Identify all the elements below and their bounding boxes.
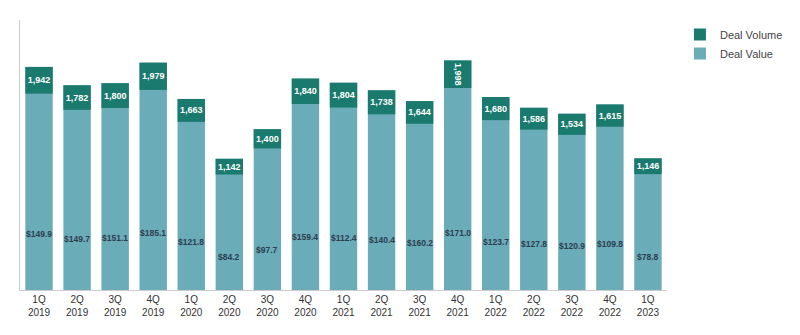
svg-text:1,979: 1,979 — [142, 71, 165, 81]
svg-text:$149.7: $149.7 — [64, 234, 90, 244]
svg-text:$78.8: $78.8 — [637, 252, 659, 262]
svg-text:1,615: 1,615 — [599, 111, 622, 121]
svg-text:2Q2021: 2Q2021 — [370, 294, 393, 318]
svg-text:$84.2: $84.2 — [218, 252, 240, 262]
svg-text:1,400: 1,400 — [256, 134, 279, 144]
svg-text:1,534: 1,534 — [561, 119, 584, 129]
svg-text:3Q2020: 3Q2020 — [256, 294, 279, 318]
svg-text:1,680: 1,680 — [484, 104, 507, 114]
svg-text:$159.4: $159.4 — [292, 232, 318, 242]
svg-text:$120.9: $120.9 — [559, 241, 585, 251]
svg-text:2Q2020: 2Q2020 — [218, 294, 241, 318]
svg-text:1,942: 1,942 — [28, 75, 51, 85]
svg-text:1Q2022: 1Q2022 — [485, 294, 508, 318]
svg-text:1,142: 1,142 — [218, 162, 241, 172]
svg-text:1,586: 1,586 — [523, 114, 546, 124]
svg-text:$140.4: $140.4 — [369, 235, 395, 245]
svg-text:$127.8: $127.8 — [521, 239, 547, 249]
svg-text:1Q2019: 1Q2019 — [28, 294, 51, 318]
svg-text:1,804: 1,804 — [332, 90, 355, 100]
svg-text:1,663: 1,663 — [180, 105, 203, 115]
svg-text:Deal Value: Deal Value — [720, 48, 773, 60]
svg-text:4Q2022: 4Q2022 — [599, 294, 622, 318]
svg-text:Deal Volume: Deal Volume — [720, 29, 782, 41]
svg-text:3Q2021: 3Q2021 — [408, 294, 431, 318]
svg-text:$149.9: $149.9 — [26, 229, 52, 239]
svg-text:$112.4: $112.4 — [331, 233, 357, 243]
svg-text:2Q2022: 2Q2022 — [523, 294, 546, 318]
svg-text:$151.1: $151.1 — [102, 233, 128, 243]
svg-text:$185.1: $185.1 — [140, 228, 166, 238]
svg-text:$109.8: $109.8 — [597, 239, 623, 249]
svg-text:3Q2019: 3Q2019 — [104, 294, 127, 318]
svg-text:1Q2023: 1Q2023 — [637, 294, 660, 318]
svg-text:4Q2021: 4Q2021 — [447, 294, 470, 318]
svg-text:$97.7: $97.7 — [256, 245, 278, 255]
svg-text:$171.0: $171.0 — [445, 228, 471, 238]
svg-text:1,998: 1,998 — [453, 63, 463, 86]
svg-text:4Q2019: 4Q2019 — [142, 294, 165, 318]
svg-text:1,644: 1,644 — [408, 107, 431, 117]
svg-text:$123.7: $123.7 — [483, 237, 509, 247]
svg-text:1,782: 1,782 — [66, 93, 89, 103]
svg-text:1Q2021: 1Q2021 — [332, 294, 355, 318]
svg-text:1,738: 1,738 — [370, 97, 393, 107]
svg-text:1Q2020: 1Q2020 — [180, 294, 203, 318]
svg-text:1,146: 1,146 — [637, 161, 660, 171]
svg-text:1,800: 1,800 — [104, 91, 127, 101]
svg-text:$160.2: $160.2 — [407, 238, 433, 248]
svg-text:3Q2022: 3Q2022 — [561, 294, 584, 318]
svg-text:$121.8: $121.8 — [178, 237, 204, 247]
svg-text:4Q2020: 4Q2020 — [294, 294, 317, 318]
svg-text:1,840: 1,840 — [294, 86, 317, 96]
svg-text:2Q2019: 2Q2019 — [66, 294, 89, 318]
